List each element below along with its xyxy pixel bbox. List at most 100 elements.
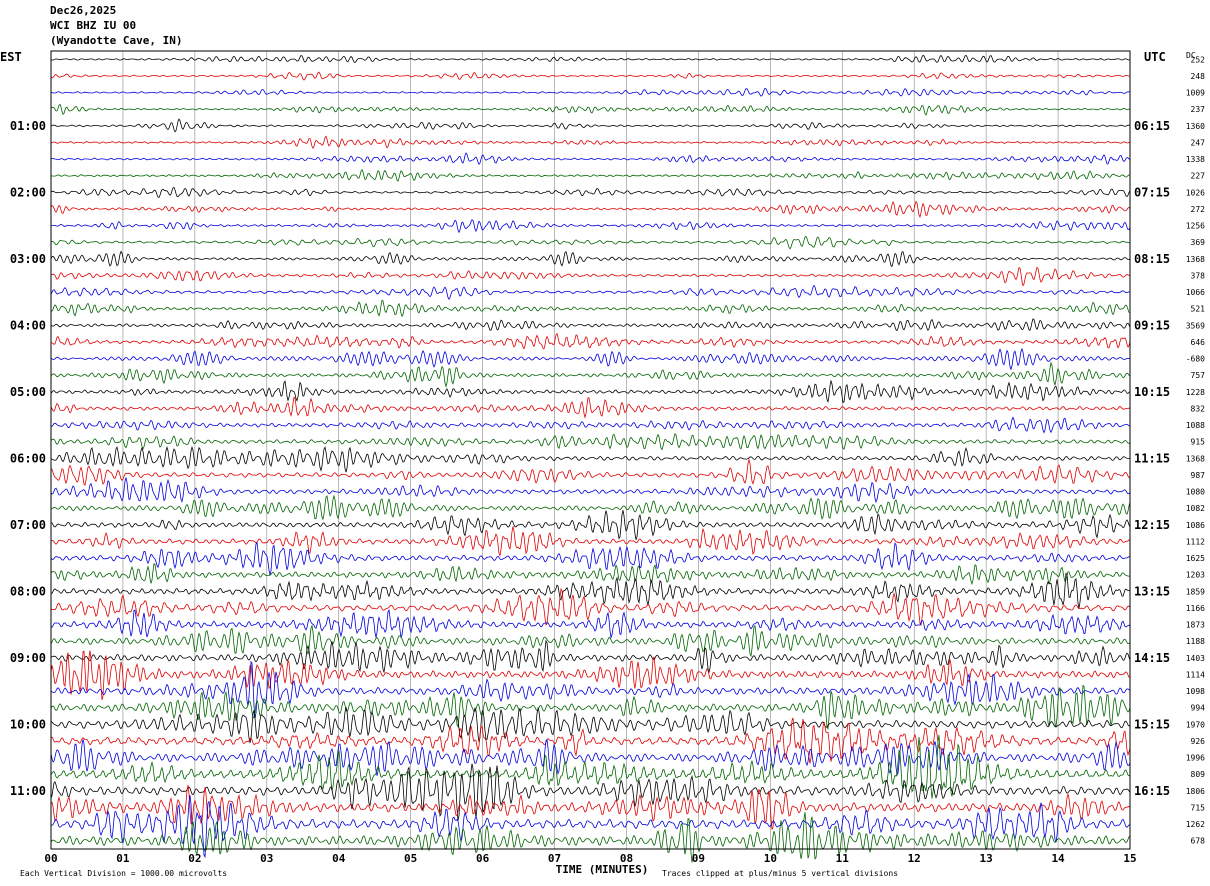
trace-33 bbox=[50, 572, 1131, 609]
trace-43 bbox=[50, 738, 1131, 777]
right-hour-label: 13:15 bbox=[1134, 584, 1170, 598]
left-hour-label: 09:00 bbox=[10, 651, 46, 665]
dc-offset-label: 248 bbox=[1191, 72, 1206, 81]
trace-46 bbox=[50, 785, 1131, 830]
trace-31 bbox=[50, 541, 1130, 576]
left-hour-label: 01:00 bbox=[10, 119, 46, 133]
dc-offset-label: 757 bbox=[1191, 371, 1206, 380]
trace-30 bbox=[50, 526, 1131, 557]
x-tick-11: 11 bbox=[836, 852, 850, 865]
dc-offset-label: 1859 bbox=[1186, 587, 1205, 596]
right-hour-label: 11:15 bbox=[1134, 451, 1170, 465]
right-hour-label: 10:15 bbox=[1134, 385, 1170, 399]
trace-group bbox=[50, 54, 1131, 863]
trace-14 bbox=[50, 266, 1131, 287]
trace-25 bbox=[50, 445, 1131, 473]
dc-offset-label: 1086 bbox=[1186, 521, 1205, 530]
trace-32 bbox=[50, 563, 1131, 586]
trace-23 bbox=[51, 416, 1131, 434]
left-hour-label: 05:00 bbox=[10, 385, 46, 399]
left-hour-label: 02:00 bbox=[10, 185, 46, 199]
dc-offset-label: 1188 bbox=[1186, 637, 1205, 646]
trace-47 bbox=[50, 795, 1131, 859]
right-hour-label: 16:15 bbox=[1134, 784, 1170, 798]
left-timezone-label: EST bbox=[0, 50, 22, 64]
trace-15 bbox=[50, 284, 1131, 300]
dc-offset-label: 1368 bbox=[1186, 454, 1205, 463]
trace-20 bbox=[50, 361, 1131, 388]
dc-offset-label: 1256 bbox=[1186, 222, 1205, 231]
dc-offset-label: 1873 bbox=[1186, 621, 1205, 630]
x-axis-label: TIME (MINUTES) bbox=[556, 863, 649, 876]
dc-offset-label: 915 bbox=[1191, 438, 1206, 447]
x-tick-labels: 00 01 02 03 04 05 06 07 08 09 10 11 12 13 14 15 bbox=[44, 852, 1136, 865]
x-tick-05: 05 bbox=[404, 852, 417, 865]
station-code: WCI BHZ IU 00 bbox=[50, 19, 137, 32]
trace-27 bbox=[50, 477, 1131, 504]
trace-12 bbox=[50, 235, 1131, 250]
trace-42 bbox=[50, 717, 1131, 764]
right-hour-label: 14:15 bbox=[1134, 651, 1170, 665]
dc-offset-label: 1082 bbox=[1186, 504, 1205, 513]
x-tick-09: 09 bbox=[692, 852, 705, 865]
dc-offset-label: 1806 bbox=[1186, 787, 1205, 796]
dc-offset-label: 1166 bbox=[1186, 604, 1205, 613]
right-timezone-label: UTC bbox=[1144, 50, 1166, 64]
plot-frame bbox=[50, 50, 1131, 850]
trace-41 bbox=[50, 706, 1131, 743]
x-tick-06: 06 bbox=[476, 852, 490, 865]
dc-offset-label: 678 bbox=[1191, 837, 1206, 846]
dc-offset-label: 247 bbox=[1191, 138, 1206, 147]
x-tick-14: 14 bbox=[1051, 852, 1065, 865]
dc-offset-label: 1112 bbox=[1186, 537, 1205, 546]
trace-34 bbox=[50, 587, 1131, 627]
dc-offset-label: 1009 bbox=[1186, 89, 1205, 98]
dc-offset-label: 378 bbox=[1191, 271, 1206, 280]
left-hour-label: 11:00 bbox=[10, 784, 46, 798]
left-hour-label: 04:00 bbox=[10, 318, 46, 332]
trace-44 bbox=[50, 734, 1131, 799]
x-tick-08: 08 bbox=[620, 852, 633, 865]
dc-offset-label: 1403 bbox=[1186, 654, 1205, 663]
dc-offset-label: -680 bbox=[1186, 355, 1205, 364]
x-tick-00: 00 bbox=[44, 852, 57, 865]
trace-18 bbox=[50, 332, 1131, 350]
trace-28 bbox=[50, 494, 1131, 521]
left-hour-labels: 01:00 02:00 03:00 04:00 05:00 06:00 07:00 08:00… bbox=[10, 119, 46, 798]
trace-37 bbox=[50, 639, 1131, 674]
trace-5 bbox=[50, 118, 1131, 133]
x-tick-01: 01 bbox=[116, 852, 130, 865]
right-hour-label: 07:15 bbox=[1134, 185, 1170, 199]
minute-gridlines bbox=[122, 51, 1059, 849]
dc-offset-label: 521 bbox=[1191, 305, 1206, 314]
x-tick-02: 02 bbox=[188, 852, 201, 865]
left-hour-label: 10:00 bbox=[10, 717, 46, 731]
trace-39 bbox=[50, 660, 1131, 719]
dc-offset-label: 272 bbox=[1191, 205, 1206, 214]
dc-offset-label: 369 bbox=[1191, 238, 1206, 247]
dc-offset-label: 1114 bbox=[1186, 670, 1205, 679]
trace-26 bbox=[50, 458, 1131, 486]
clip-note: Traces clipped at plus/minus 5 vertical … bbox=[662, 869, 898, 878]
trace-8 bbox=[50, 168, 1130, 182]
dc-offset-label: 1368 bbox=[1186, 255, 1205, 264]
dc-offset-label: 1203 bbox=[1186, 571, 1205, 580]
dc-offset-label: 715 bbox=[1191, 803, 1206, 812]
trace-9 bbox=[50, 186, 1131, 198]
trace-19 bbox=[50, 347, 1131, 371]
dc-offset-label: 1066 bbox=[1186, 288, 1205, 297]
dc-offset-label: 1360 bbox=[1186, 122, 1205, 131]
x-tick-15: 15 bbox=[1123, 852, 1136, 865]
dc-offset-label: 809 bbox=[1191, 770, 1206, 779]
dc-offset-label: 1098 bbox=[1186, 687, 1205, 696]
x-tick-04: 04 bbox=[332, 852, 346, 865]
trace-38 bbox=[50, 650, 1130, 701]
dc-offset-label: 1625 bbox=[1186, 554, 1205, 563]
trace-2 bbox=[50, 71, 1131, 81]
station-location: (Wyandotte Cave, IN) bbox=[50, 34, 183, 47]
dc-offset-label: 1026 bbox=[1186, 188, 1205, 197]
dc-offset-label: 1228 bbox=[1186, 388, 1205, 397]
trace-17 bbox=[50, 318, 1131, 332]
trace-21 bbox=[50, 379, 1131, 404]
dc-offset-label: 1088 bbox=[1186, 421, 1205, 430]
